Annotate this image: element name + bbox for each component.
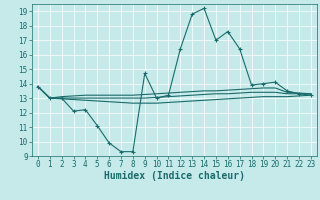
X-axis label: Humidex (Indice chaleur): Humidex (Indice chaleur): [104, 171, 245, 181]
